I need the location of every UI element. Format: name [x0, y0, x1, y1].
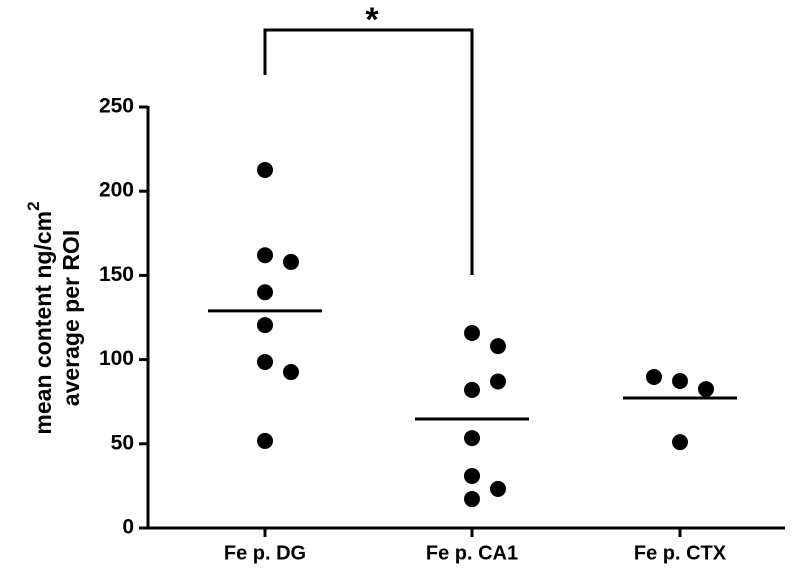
significance-mark: * [365, 1, 379, 39]
data-point [283, 364, 299, 381]
data-point [257, 353, 273, 370]
y-tick-label: 50 [111, 431, 134, 454]
data-point [283, 253, 299, 270]
data-point [698, 381, 714, 398]
data-point [672, 434, 688, 451]
data-point [490, 373, 506, 390]
data-point [464, 430, 480, 447]
y-label-line: average per ROI [58, 230, 84, 406]
data-point [464, 381, 480, 398]
data-point [257, 432, 273, 449]
data-point [257, 317, 273, 334]
x-tick-label: Fe p. CA1 [426, 542, 518, 564]
y-tick-label: 100 [99, 347, 134, 370]
data-point [672, 372, 688, 389]
y-tick-label: 0 [122, 516, 134, 539]
y-label-line: mean content ng/cm2 [24, 201, 56, 434]
x-tick-label: Fe p. CTX [634, 542, 727, 564]
significance-bracket [263, 28, 474, 275]
data-point [257, 284, 273, 301]
x-tick-label: Fe p. DG [224, 542, 306, 564]
data-point [257, 161, 273, 178]
y-tick-label: 250 [99, 95, 134, 118]
data-point [490, 338, 506, 355]
data-point [257, 247, 273, 264]
y-axis-title: mean content ng/cm2 average per ROI [24, 201, 84, 434]
data-point [464, 324, 480, 341]
y-tick-label: 200 [99, 179, 134, 202]
data-point [464, 467, 480, 484]
data-point [646, 368, 662, 385]
data-point [490, 480, 506, 497]
y-tick-label: 150 [99, 263, 134, 286]
data-point [464, 491, 480, 508]
